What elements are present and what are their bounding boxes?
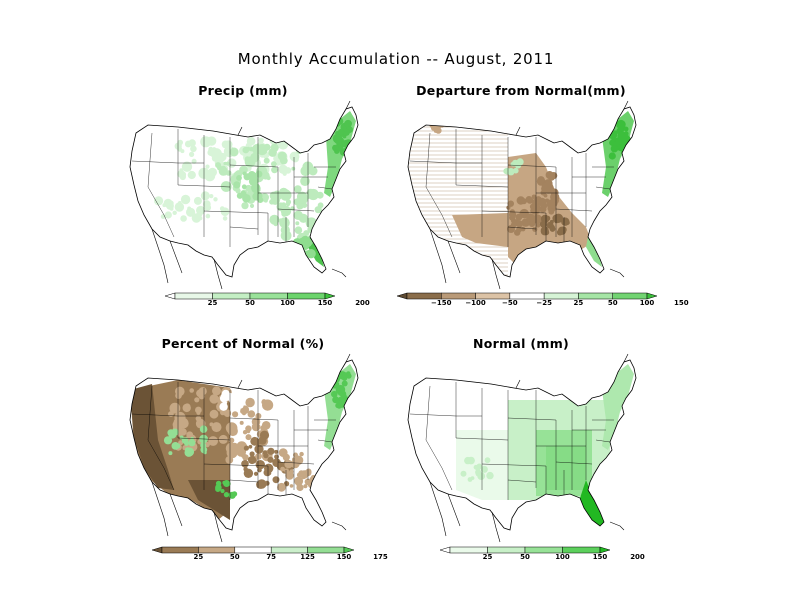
colorbar-tick-label: 150 [317, 299, 333, 307]
colorbar-tick-label: 50 [520, 553, 530, 561]
colorbar-tick-label: 50 [607, 299, 618, 307]
country-outline [129, 106, 359, 278]
colorbar-tick-label: −25 [536, 299, 552, 307]
colorbar-tick-label: −50 [502, 299, 518, 307]
country-outline [407, 359, 637, 531]
country-outline [407, 106, 637, 278]
panel-title: Normal (mm) [472, 336, 570, 351]
percent-map [129, 353, 359, 543]
percent-colorbar: 25 50 75 125 150 175 [152, 545, 388, 567]
colorbar-tick-label: 125 [300, 553, 315, 561]
departure-map [407, 100, 637, 290]
colorbar-tick-label: −100 [465, 299, 486, 307]
colorbar-tick-label: −150 [431, 299, 452, 307]
colorbar-tick-label: 200 [355, 299, 370, 307]
departure-colorbar: −150 −100 −50 −25 25 50 100 150 [397, 291, 689, 313]
coastline-fragments [429, 353, 629, 543]
colorbar-high-triangle [599, 546, 610, 554]
departure-map-panel: Departure from Normal(mm) [396, 83, 646, 323]
panel-title: Percent of Normal (%) [161, 336, 325, 351]
state-boundaries [409, 129, 614, 247]
colorbar-tick-label: 100 [639, 299, 655, 307]
colorbar-tick-label: 150 [673, 299, 689, 307]
colorbar-high-triangle [343, 546, 354, 554]
colorbar-tick-label: 50 [229, 553, 240, 561]
normal-colorbar: 25 50 100 150 200 [440, 545, 645, 567]
page-title: Monthly Accumulation -- August, 2011 [237, 50, 555, 68]
colorbar-tick-label: 50 [245, 299, 255, 307]
colorbar-tick-label: 75 [266, 553, 277, 561]
precip-map [129, 100, 359, 290]
normal-map-panel: Normal (mm) [396, 336, 646, 576]
coastline-fragments [151, 353, 351, 543]
map-fill-layer [130, 107, 358, 277]
coastline-fragments [151, 100, 351, 290]
colorbar-tick-label: 150 [592, 553, 608, 561]
country-outline [129, 359, 359, 531]
colorbar-high-triangle [646, 292, 657, 300]
normal-map [407, 353, 637, 543]
state-boundaries [409, 382, 614, 500]
colorbar-high-triangle [324, 292, 335, 300]
colorbar-tick-label: 175 [373, 553, 388, 561]
colorbar-tick-label: 25 [207, 299, 218, 307]
colorbar-tick-label: 25 [573, 299, 584, 307]
colorbar-tick-label: 100 [555, 553, 570, 561]
colorbar-tick-label: 150 [336, 553, 352, 561]
state-boundaries [131, 382, 336, 500]
precip-map-panel: Precip (mm) [118, 83, 368, 323]
coastline-fragments [429, 100, 629, 290]
precip-colorbar: 25 50 100 150 200 [165, 291, 370, 313]
panel-title: Precip (mm) [198, 83, 288, 98]
map-fill-layer [408, 107, 636, 277]
map-fill-layer [130, 360, 358, 530]
panel-title: Departure from Normal(mm) [416, 83, 626, 98]
map-fill-layer [408, 360, 636, 530]
colorbar-tick-label: 100 [280, 299, 295, 307]
percent-map-panel: Percent of Normal (%) [118, 336, 368, 576]
colorbar-tick-label: 200 [630, 553, 645, 561]
colorbar-tick-label: 25 [482, 553, 493, 561]
state-boundaries [131, 129, 336, 247]
colorbar-tick-label: 25 [193, 553, 204, 561]
